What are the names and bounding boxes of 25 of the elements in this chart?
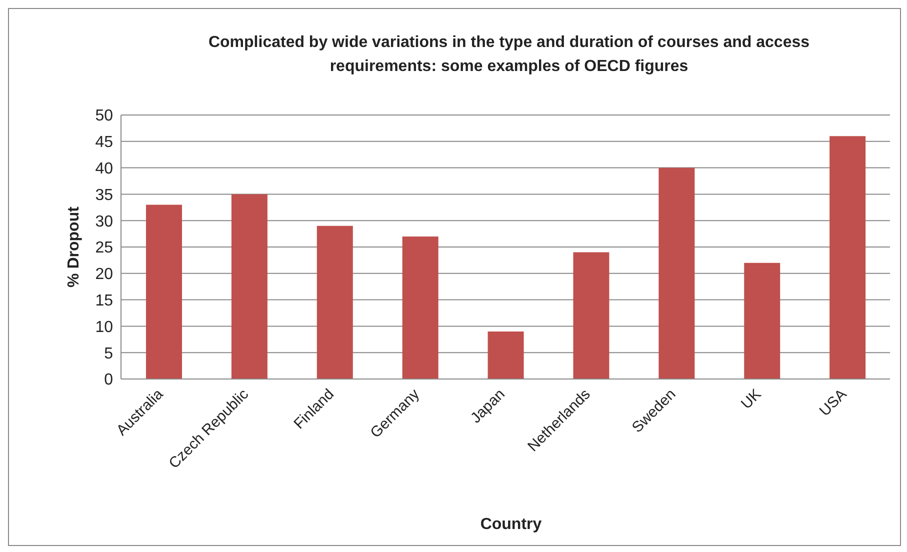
y-tick-label: 35	[95, 186, 114, 204]
y-tick-label: 25	[95, 240, 114, 257]
bar	[488, 331, 524, 379]
x-tick-label: USA	[816, 386, 850, 420]
y-tick-label: 50	[95, 108, 114, 125]
y-tick-label: 5	[104, 345, 114, 362]
y-tick-label: 10	[95, 318, 114, 336]
y-tick-label: 45	[95, 134, 114, 152]
bar	[744, 262, 780, 379]
bar	[146, 204, 182, 379]
y-tick-label: 15	[95, 292, 114, 310]
chart-title: Complicated by wide variations in the type and duration of courses and access requirements: some examples of OECD figures	[207, 33, 811, 77]
bar	[658, 168, 695, 379]
y-tick-label: 40	[95, 160, 114, 178]
x-axis-title: Country	[479, 516, 543, 534]
y-tick-label: 30	[95, 213, 114, 230]
x-tick-label: UK	[738, 386, 765, 413]
y-tick-label: 0	[104, 372, 114, 389]
bar	[573, 252, 610, 379]
bar	[316, 226, 353, 379]
y-tick-label: 20	[95, 266, 114, 284]
bar	[402, 236, 438, 379]
bar	[231, 194, 268, 379]
bar	[830, 136, 866, 379]
y-axis-title: % Dropout	[66, 206, 83, 288]
